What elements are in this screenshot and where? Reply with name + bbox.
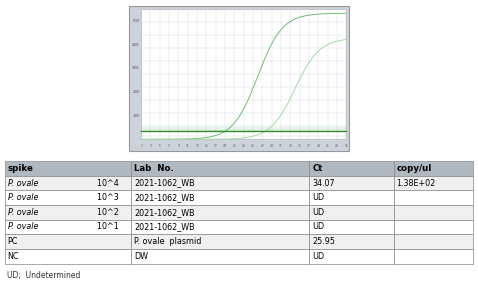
FancyBboxPatch shape <box>309 161 393 176</box>
Text: 1.38E+02: 1.38E+02 <box>396 178 436 188</box>
Text: 400: 400 <box>132 43 140 47</box>
FancyBboxPatch shape <box>309 220 393 234</box>
Text: UD: UD <box>312 193 324 202</box>
Text: 500: 500 <box>132 19 140 23</box>
Text: P. ovale  plasmid: P. ovale plasmid <box>134 237 202 246</box>
Text: 25: 25 <box>251 144 255 148</box>
Text: 25.95: 25.95 <box>312 237 335 246</box>
FancyBboxPatch shape <box>131 220 309 234</box>
FancyBboxPatch shape <box>393 190 473 205</box>
Text: 1: 1 <box>140 144 142 148</box>
FancyBboxPatch shape <box>131 161 309 176</box>
Text: 17: 17 <box>214 144 217 148</box>
Text: 300: 300 <box>132 66 140 70</box>
Text: 19: 19 <box>223 144 227 148</box>
Text: 31: 31 <box>279 144 283 148</box>
Text: UD: UD <box>312 208 324 217</box>
FancyBboxPatch shape <box>131 249 309 264</box>
Text: 43: 43 <box>335 144 339 148</box>
Text: copy/ul: copy/ul <box>396 164 432 173</box>
FancyBboxPatch shape <box>5 234 131 249</box>
FancyBboxPatch shape <box>393 161 473 176</box>
FancyBboxPatch shape <box>129 6 349 151</box>
Text: UD: UD <box>312 252 324 261</box>
FancyBboxPatch shape <box>309 176 393 190</box>
FancyBboxPatch shape <box>393 205 473 220</box>
FancyBboxPatch shape <box>5 190 131 205</box>
Text: 41: 41 <box>326 144 329 148</box>
Text: P. ovale: P. ovale <box>8 193 38 202</box>
Text: P. ovale: P. ovale <box>8 208 38 217</box>
Text: 100: 100 <box>132 114 140 118</box>
FancyBboxPatch shape <box>5 249 131 264</box>
Text: NC: NC <box>8 252 19 261</box>
FancyBboxPatch shape <box>131 205 309 220</box>
Text: DW: DW <box>134 252 148 261</box>
FancyBboxPatch shape <box>5 220 131 234</box>
Text: 10^3: 10^3 <box>92 193 119 202</box>
Text: 2021-1062_WB: 2021-1062_WB <box>134 178 195 188</box>
Text: 10^2: 10^2 <box>92 208 119 217</box>
Text: 34.07: 34.07 <box>312 178 335 188</box>
Text: 11: 11 <box>186 144 190 148</box>
Text: Ct: Ct <box>312 164 323 173</box>
FancyBboxPatch shape <box>5 176 131 190</box>
Text: 27: 27 <box>261 144 264 148</box>
Text: 2021-1062_WB: 2021-1062_WB <box>134 223 195 231</box>
Text: 9: 9 <box>177 144 179 148</box>
Text: P. ovale: P. ovale <box>8 178 38 188</box>
FancyBboxPatch shape <box>393 220 473 234</box>
Text: 39: 39 <box>316 144 320 148</box>
Text: 23: 23 <box>242 144 246 148</box>
FancyBboxPatch shape <box>141 9 346 139</box>
FancyBboxPatch shape <box>309 205 393 220</box>
Text: 2021-1062_WB: 2021-1062_WB <box>134 193 195 202</box>
Text: UD: UD <box>312 223 324 231</box>
Text: 15: 15 <box>205 144 208 148</box>
Text: 21: 21 <box>232 144 236 148</box>
Text: spike: spike <box>8 164 33 173</box>
Text: 200: 200 <box>132 90 140 94</box>
FancyBboxPatch shape <box>5 161 131 176</box>
Text: 2021-1062_WB: 2021-1062_WB <box>134 208 195 217</box>
Text: 3: 3 <box>150 144 152 148</box>
Text: 35: 35 <box>298 144 302 148</box>
Text: P. ovale: P. ovale <box>8 223 38 231</box>
Text: 37: 37 <box>307 144 311 148</box>
Text: 7: 7 <box>168 144 170 148</box>
FancyBboxPatch shape <box>309 190 393 205</box>
FancyBboxPatch shape <box>309 249 393 264</box>
Text: PC: PC <box>8 237 18 246</box>
Text: 5: 5 <box>159 144 161 148</box>
Text: 13: 13 <box>195 144 199 148</box>
FancyBboxPatch shape <box>393 249 473 264</box>
Text: 33: 33 <box>289 144 292 148</box>
Text: Lab  No.: Lab No. <box>134 164 174 173</box>
FancyBboxPatch shape <box>131 190 309 205</box>
Text: 10^1: 10^1 <box>92 223 119 231</box>
Text: 10^4: 10^4 <box>92 178 119 188</box>
Text: 45: 45 <box>344 144 348 148</box>
Text: 29: 29 <box>270 144 273 148</box>
FancyBboxPatch shape <box>131 234 309 249</box>
FancyBboxPatch shape <box>393 176 473 190</box>
FancyBboxPatch shape <box>131 176 309 190</box>
FancyBboxPatch shape <box>309 234 393 249</box>
FancyBboxPatch shape <box>393 234 473 249</box>
FancyBboxPatch shape <box>5 205 131 220</box>
Text: UD;  Undetermined: UD; Undetermined <box>7 271 81 280</box>
